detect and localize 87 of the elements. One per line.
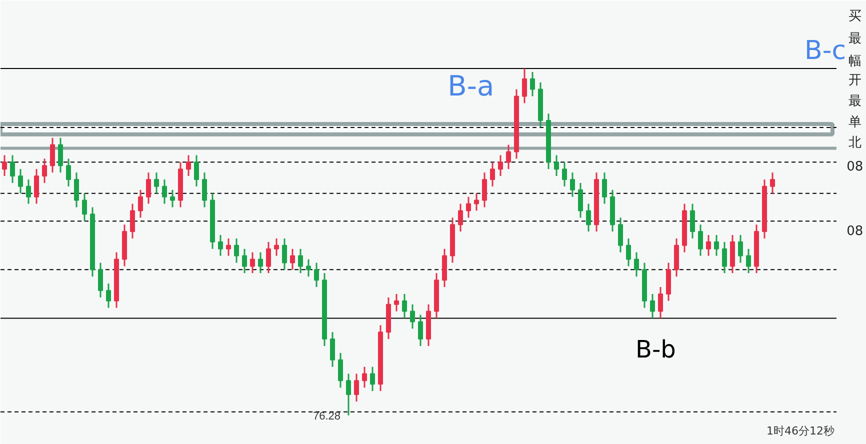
candlestick [58, 137, 63, 174]
text: 1时46分12秒 [766, 424, 835, 438]
candlestick [162, 178, 167, 205]
candlestick [498, 154, 503, 177]
candlestick [602, 172, 607, 205]
candlestick [2, 154, 7, 177]
candlestick [66, 158, 71, 188]
candlestick [770, 172, 775, 194]
candlestick [266, 241, 271, 274]
candlestick [298, 248, 303, 274]
candlestick [146, 172, 151, 205]
candlestick [474, 192, 479, 212]
candlestick [626, 238, 631, 267]
candlestick [34, 168, 39, 205]
candlestick [130, 203, 135, 240]
candlestick [714, 234, 719, 257]
candlestick [570, 172, 575, 198]
candlestick [562, 161, 567, 188]
candlestick [578, 182, 583, 218]
text: 最 [848, 94, 862, 109]
annotation: 76.28 [312, 410, 341, 422]
text: B-c [804, 36, 846, 66]
candlestick [530, 71, 535, 97]
candlestick [234, 238, 239, 264]
candlestick [258, 252, 263, 274]
candlestick [18, 168, 23, 194]
candlestick [370, 366, 375, 392]
candlestick [586, 203, 591, 232]
candlestick [74, 172, 79, 208]
candlestick [186, 154, 191, 177]
candlestick [506, 144, 511, 170]
text: 幅 [848, 54, 862, 70]
candlestick [26, 178, 31, 205]
candlestick [10, 154, 15, 184]
candlestick [354, 372, 359, 402]
candlestick [50, 137, 55, 174]
candlestick [554, 154, 559, 177]
text: 08 [846, 224, 864, 239]
candlestick [658, 286, 663, 319]
text: 最 [848, 32, 862, 47]
candlestick [466, 196, 471, 218]
text: 买 [848, 8, 862, 24]
candlestick [218, 234, 223, 257]
text: 北 [848, 136, 862, 151]
candlestick [306, 258, 311, 278]
candlestick [362, 366, 367, 388]
candlestick [490, 161, 495, 188]
candlestick [202, 172, 207, 208]
candlestick [314, 262, 319, 288]
candlestick [482, 172, 487, 208]
candlestick [274, 238, 279, 257]
candlestick [282, 238, 287, 270]
candlestick [522, 68, 527, 104]
candlestick [138, 189, 143, 218]
text: 08 [846, 160, 864, 175]
candlestick [338, 352, 343, 388]
candlestick [170, 189, 175, 208]
candlestick [98, 262, 103, 298]
annotation: B-a [448, 69, 494, 102]
candlestick [194, 154, 199, 188]
candlestick [458, 203, 463, 232]
candlestick [634, 252, 639, 278]
candlestick [706, 234, 711, 257]
candlestick [746, 248, 751, 274]
candlestick [250, 252, 255, 274]
text: 开 [848, 73, 862, 88]
candlestick [402, 293, 407, 319]
annotation: B-b [636, 335, 676, 364]
candlestick [698, 224, 703, 257]
candlestick [690, 203, 695, 240]
candlestick [650, 293, 655, 319]
candlestick [722, 241, 727, 274]
candlestick [330, 331, 335, 368]
candlestick [106, 282, 111, 309]
candlestick [346, 372, 351, 416]
candlestick [42, 158, 47, 184]
candlestick [82, 192, 87, 222]
candlestick [226, 238, 231, 257]
candlestick [410, 304, 415, 330]
text: 单 [848, 114, 862, 130]
candlestick [242, 248, 247, 274]
candlestick [418, 314, 423, 347]
candlestick [394, 293, 399, 312]
candlestick [154, 172, 159, 194]
candlestick [618, 216, 623, 254]
candlestick [738, 234, 743, 264]
candlestick [290, 248, 295, 270]
